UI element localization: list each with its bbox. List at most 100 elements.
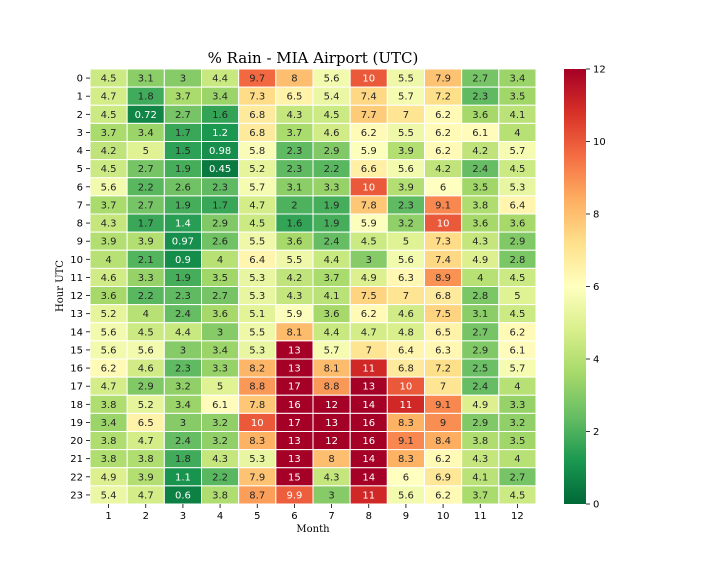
heatmap-cell-label: 3.8 (101, 400, 117, 411)
heatmap-cell-label: 8 (328, 454, 334, 465)
x-tick-label: 1 (105, 511, 111, 522)
x-tick-label: 2 (143, 511, 149, 522)
heatmap-cell-label: 7.8 (249, 400, 265, 411)
heatmap-cell-label: 9.1 (435, 200, 451, 211)
heatmap-cell-label: 6.3 (435, 345, 451, 356)
heatmap-cell-label: 4 (143, 309, 149, 320)
y-tick-label: 7 (77, 200, 83, 211)
heatmap-cell-label: 4.7 (101, 92, 117, 103)
heatmap-cell-label: 2.4 (324, 237, 340, 248)
heatmap-cell-label: 2.7 (138, 164, 154, 175)
heatmap-cell-label: 2.7 (138, 200, 154, 211)
y-tick-label: 5 (77, 164, 83, 175)
heatmap-cell-label: 6.1 (509, 345, 525, 356)
heatmap-cell-label: 6.2 (101, 364, 117, 375)
heatmap-cell-label: 5 (143, 146, 149, 157)
heatmap-cell-label: 11 (362, 364, 375, 375)
heatmap-cell-label: 2.3 (398, 200, 414, 211)
heatmap-cell-label: 8.3 (249, 436, 265, 447)
heatmap-cell-label: 6.2 (435, 110, 451, 121)
heatmap-cell-label: 1.8 (138, 92, 154, 103)
heatmap-cell-label: 16 (288, 400, 301, 411)
y-tick-label: 19 (70, 418, 83, 429)
heatmap-cell-label: 9.1 (435, 400, 451, 411)
heatmap-cell-label: 6.1 (472, 128, 488, 139)
heatmap-cell-label: 4.6 (398, 309, 414, 320)
heatmap-cell-label: 6.5 (286, 92, 302, 103)
y-tick-label: 13 (70, 309, 83, 320)
heatmap-cell-label: 6.2 (435, 146, 451, 157)
heatmap-cell-label: 4.5 (509, 164, 525, 175)
heatmap-cell-label: 3.6 (101, 291, 117, 302)
heatmap-cell-label: 3 (217, 327, 223, 338)
heatmap-cell-label: 2.2 (324, 164, 340, 175)
heatmap-cell-label: 12 (325, 400, 338, 411)
heatmap-cell-label: 3.2 (175, 382, 191, 393)
heatmap-cell-label: 10 (437, 219, 450, 230)
heatmap-cell-label: 5.6 (138, 345, 154, 356)
heatmap-cell-label: 6.8 (249, 110, 265, 121)
heatmap-cell-label: 4.7 (138, 436, 154, 447)
heatmap-cell-label: 4.9 (472, 255, 488, 266)
heatmap-cell-label: 3.8 (472, 436, 488, 447)
heatmap-cell-label: 11 (362, 490, 375, 501)
heatmap-cell-label: 3.5 (472, 182, 488, 193)
heatmap-cell-label: 1.6 (212, 110, 228, 121)
x-tick-label: 10 (437, 511, 450, 522)
heatmap-cell-label: 10 (251, 418, 264, 429)
heatmap-cell-label: 6 (403, 472, 409, 483)
heatmap-cell-label: 5.6 (398, 490, 414, 501)
heatmap-cell-label: 1.7 (212, 200, 228, 211)
heatmap-cell-label: 3.7 (472, 490, 488, 501)
y-tick-label: 0 (77, 74, 83, 85)
x-tick-label: 6 (291, 511, 297, 522)
heatmap-cell-label: 5.3 (249, 273, 265, 284)
heatmap-cell-label: 4.5 (249, 219, 265, 230)
heatmap-cell-label: 4.5 (101, 110, 117, 121)
heatmap-cell-label: 4.2 (435, 164, 451, 175)
y-tick-label: 10 (70, 255, 83, 266)
heatmap-cell-label: 2.4 (472, 164, 488, 175)
heatmap-cell-label: 5.3 (249, 454, 265, 465)
heatmap-cell-label: 4.3 (472, 237, 488, 248)
heatmap-cell-label: 4.5 (138, 327, 154, 338)
colorbar-tick-label: 8 (593, 210, 599, 221)
heatmap-cell-label: 6.4 (509, 200, 525, 211)
heatmap-cell-label: 4.7 (101, 382, 117, 393)
heatmap-cell-label: 3.3 (138, 273, 154, 284)
heatmap-cell-label: 5.5 (398, 128, 414, 139)
heatmap-cell-label: 4.5 (509, 273, 525, 284)
heatmap-cell-label: 3.4 (212, 345, 228, 356)
heatmap-cell-label: 14 (362, 454, 375, 465)
heatmap-cell-label: 3.5 (212, 273, 228, 284)
heatmap-cell-label: 11 (400, 400, 413, 411)
heatmap-cell-label: 6.8 (249, 128, 265, 139)
heatmap-cell-label: 3.6 (324, 309, 340, 320)
colorbar (564, 69, 586, 504)
colorbar-tick-label: 0 (593, 500, 599, 511)
heatmap-cell-label: 3.3 (324, 182, 340, 193)
heatmap-cell-label: 2.2 (138, 291, 154, 302)
heatmap-cell-label: 6.8 (398, 364, 414, 375)
heatmap-cell-label: 4.6 (101, 273, 117, 284)
heatmap-cell-label: 3.9 (101, 237, 117, 248)
heatmap-cell-label: 4.9 (101, 472, 117, 483)
heatmap-cell-label: 4.1 (324, 291, 340, 302)
heatmap-cell-label: 2.6 (175, 182, 191, 193)
y-tick-label: 21 (70, 454, 83, 465)
x-tick-label: 9 (403, 511, 409, 522)
heatmap-cell-label: 1.9 (175, 164, 191, 175)
heatmap-cell-label: 8 (291, 74, 297, 85)
heatmap-cell-label: 5.5 (286, 255, 302, 266)
heatmap-cell-label: 2 (291, 200, 297, 211)
heatmap-cell-label: 3.3 (212, 364, 228, 375)
heatmap-cell-label: 7 (440, 382, 446, 393)
heatmap-cell-label: 5 (514, 291, 520, 302)
colorbar-tick-label: 6 (593, 282, 599, 293)
heatmap-cell-label: 3.7 (101, 200, 117, 211)
heatmap-cell-label: 7 (366, 345, 372, 356)
heatmap-cell-label: 3.4 (138, 128, 154, 139)
heatmap-cell-label: 7 (403, 291, 409, 302)
heatmap-cell-label: 2.6 (212, 237, 228, 248)
